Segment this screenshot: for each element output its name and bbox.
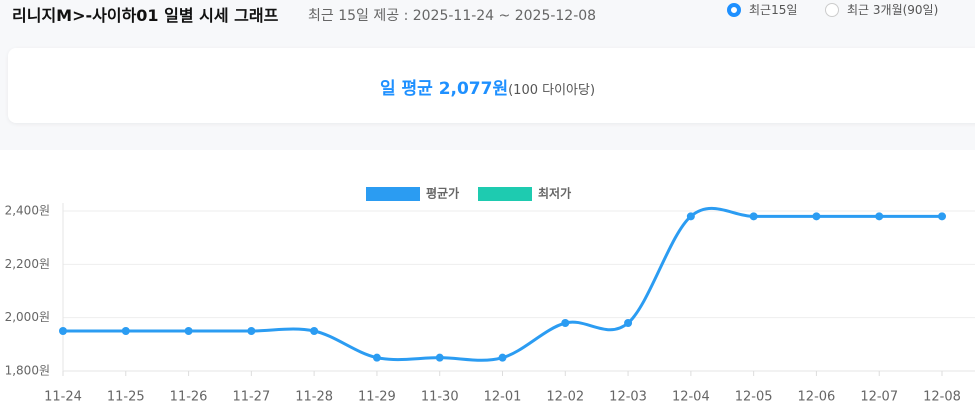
unit: (100 다이아당) — [508, 83, 596, 98]
x-tick-label: 11-30 — [421, 390, 459, 405]
x-tick-label: 11-26 — [170, 390, 208, 405]
point — [561, 319, 570, 327]
y-tick-label: 2,400원 — [5, 204, 50, 218]
point — [498, 353, 507, 362]
x-tick-label: 12-06 — [798, 390, 836, 405]
point — [749, 212, 758, 221]
point — [624, 319, 633, 327]
x-tick-label: 11-28 — [295, 390, 333, 405]
legend-swatch — [366, 187, 420, 201]
point — [686, 212, 695, 221]
point — [310, 327, 319, 335]
average: 일 평균 2,077원 — [379, 79, 509, 99]
radio-label: 최근 3개월(90일) — [847, 3, 939, 17]
y-tick-label: 2,200원 — [5, 257, 50, 271]
point — [121, 327, 130, 335]
point — [247, 327, 256, 335]
x-tick-label: 12-04 — [672, 390, 710, 405]
point — [59, 327, 67, 335]
legend-label: 최저가 — [538, 186, 571, 201]
point — [372, 353, 381, 362]
y-tick-label: 2,000원 — [5, 310, 50, 324]
title: 리니지M>-사이하01 일별 시세 그래프 — [12, 6, 279, 25]
summary-box — [8, 48, 975, 123]
point — [435, 353, 444, 362]
x-tick-label: 12-02 — [546, 390, 584, 405]
subtitle: 최근 15일 제공 : 2025-11-24 ~ 2025-12-08 — [308, 8, 597, 24]
x-tick-label: 11-24 — [44, 390, 82, 405]
x-tick-label: 12-05 — [735, 390, 773, 405]
summary: 일 평균 2,077원(100 다이아당) — [0, 74, 975, 99]
line — [62, 206, 942, 362]
radio-15[interactable]: 최근15일 — [727, 1, 797, 18]
legend-label: 평균가 — [426, 186, 459, 201]
legend-swatch — [478, 187, 532, 201]
x-tick-label: 11-27 — [232, 390, 270, 405]
point — [875, 212, 884, 221]
x-tick-label: 12-01 — [484, 390, 522, 405]
x-tick-label: 12-08 — [923, 390, 961, 405]
point — [812, 212, 821, 221]
chart: 1,800원 2,000원 2,200원 2,400원 11-24 11-25 11-26 1… — [5, 186, 975, 405]
x-tick-label: 12-07 — [860, 390, 898, 405]
radio-90[interactable]: 최근 3개월(90일) — [825, 1, 938, 18]
x-tick-label: 11-25 — [107, 390, 145, 405]
point — [938, 212, 946, 221]
radio-label: 최근15일 — [749, 3, 798, 17]
y-tick-label: 1,800원 — [5, 364, 50, 378]
point — [184, 327, 193, 335]
header-area: 리니지M>-사이하01 일별 시세 그래프 최근 15일 제공 : 2025-1… — [0, 0, 975, 150]
x-tick-label: 12-03 — [609, 390, 647, 405]
x-tick-label: 11-29 — [358, 390, 396, 405]
